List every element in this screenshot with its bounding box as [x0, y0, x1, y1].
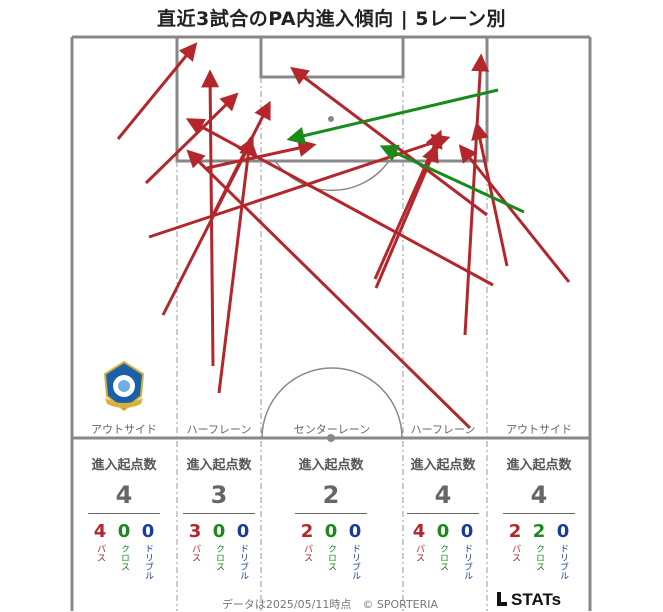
dribble-count: 0	[556, 521, 570, 542]
lane-label-halfspace-right: ハーフレーン	[410, 423, 476, 436]
dribble-label: ドリブル	[558, 544, 568, 580]
entry-arrow	[374, 143, 439, 289]
stat-total: 4	[530, 481, 548, 509]
stat-total: 2	[322, 481, 340, 509]
dribble-count: 0	[460, 521, 474, 542]
brand-logo: STATs	[497, 590, 561, 610]
penalty-spot	[328, 116, 334, 122]
stat-heading: 進入起点数	[298, 458, 364, 473]
stat-heading: 進入起点数	[410, 458, 476, 473]
stat-heading: 進入起点数	[91, 458, 157, 473]
pass-label: パス	[302, 544, 312, 562]
entry-arrow	[161, 136, 254, 316]
dribble-count: 0	[236, 521, 250, 542]
lane-label-center: センターレーン	[293, 423, 371, 436]
stat-total: 4	[434, 481, 452, 509]
lane-label-outside-left: アウトサイド	[91, 423, 157, 436]
stat-total: 4	[115, 481, 133, 509]
dribble-label: ドリブル	[238, 544, 248, 580]
cross-arrows	[286, 88, 525, 214]
cross-count: 0	[117, 521, 131, 542]
goal-area	[259, 35, 405, 79]
stat-heading: 進入起点数	[506, 458, 572, 473]
lane-stats-halfspace-right: 進入起点数 4 4 パス 0 クロス 0 ドリブル	[393, 454, 493, 580]
entry-arrow	[217, 136, 258, 394]
entry-arrow	[144, 92, 239, 185]
dribble-label: ドリブル	[462, 544, 472, 580]
cross-label: クロス	[214, 544, 224, 571]
cross-label: クロス	[119, 544, 129, 571]
center-circle	[261, 367, 403, 439]
entry-arrow	[185, 118, 494, 287]
pass-label: パス	[510, 544, 520, 562]
dribble-count: 0	[348, 521, 362, 542]
cross-label: クロス	[534, 544, 544, 571]
lane-label-halfspace-left: ハーフレーン	[186, 423, 252, 436]
club-crest-icon	[103, 360, 145, 412]
pass-label: パス	[414, 544, 424, 562]
dribble-label: ドリブル	[143, 544, 153, 580]
cross-count: 0	[436, 521, 450, 542]
entry-arrow	[471, 121, 509, 267]
entry-arrow	[290, 66, 488, 217]
cross-label: クロス	[438, 544, 448, 571]
dribble-label: ドリブル	[350, 544, 360, 580]
entry-arrow	[186, 149, 472, 430]
pass-count: 4	[93, 521, 107, 542]
lane-stats-outside-right: 進入起点数 4 2 パス 2 クロス 0 ドリブル	[489, 454, 589, 580]
entry-arrow	[286, 88, 499, 145]
lane-stats-outside-left: 進入起点数 4 4 パス 0 クロス 0 ドリブル	[74, 454, 174, 580]
brand-text: STATs	[511, 590, 562, 609]
entry-arrow	[206, 139, 317, 170]
lane-dividers	[176, 77, 488, 611]
entry-arrow	[458, 144, 571, 283]
cross-label: クロス	[326, 544, 336, 571]
pass-arrows	[116, 42, 571, 430]
stats-logo-icon	[497, 592, 507, 606]
entry-arrow	[379, 144, 525, 214]
stat-total: 3	[210, 481, 228, 509]
stat-heading: 進入起点数	[186, 458, 252, 473]
pass-count: 2	[300, 521, 314, 542]
lane-stats-center: 進入起点数 2 2 パス 0 クロス 0 ドリブル	[281, 454, 381, 580]
chart-title: 直近3試合のPA内進入傾向 | 5レーン別	[156, 8, 507, 30]
cross-count: 0	[324, 521, 338, 542]
pass-label: パス	[190, 544, 200, 562]
pass-label: パス	[95, 544, 105, 562]
pass-count: 3	[188, 521, 202, 542]
entry-arrow	[373, 129, 443, 280]
footer-note: データは2025/05/11時点 © SPORTERIA	[221, 598, 439, 611]
pass-count: 4	[412, 521, 426, 542]
cross-count: 2	[532, 521, 546, 542]
pass-count: 2	[508, 521, 522, 542]
lane-stats-halfspace-left: 進入起点数 3 3 パス 0 クロス 0 ドリブル	[169, 454, 269, 580]
entry-arrow	[463, 53, 490, 336]
center-spot	[327, 434, 335, 442]
lane-label-outside-right: アウトサイド	[506, 423, 572, 436]
cross-count: 0	[212, 521, 226, 542]
entry-arrow	[116, 42, 198, 140]
dribble-count: 0	[141, 521, 155, 542]
